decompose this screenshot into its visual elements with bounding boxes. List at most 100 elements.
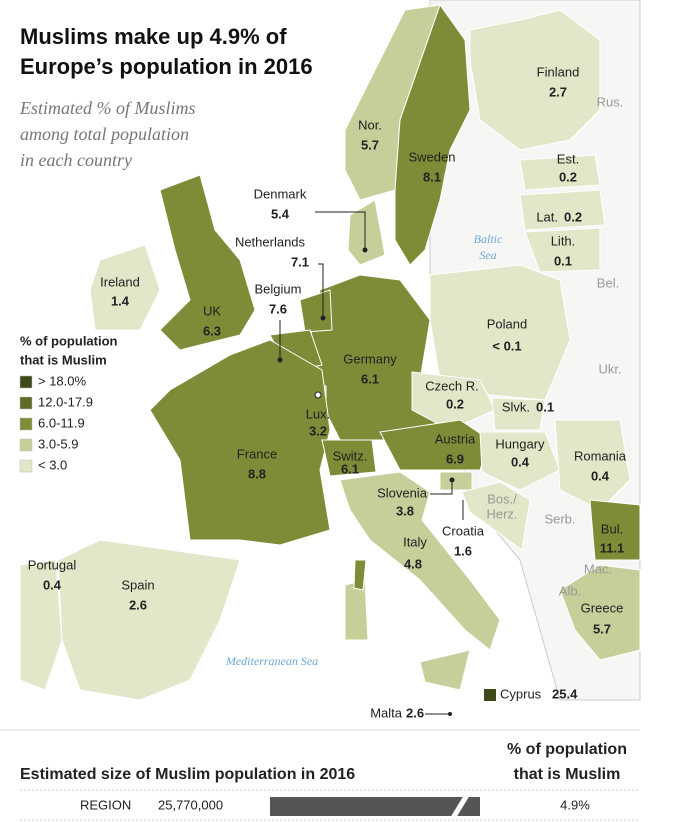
legend-title: that is Muslim: [20, 352, 107, 367]
country-name: Portugal: [28, 557, 77, 572]
title-line: Europe’s population in 2016: [20, 54, 313, 79]
country-shape: [57, 539, 241, 701]
cyprus-swatch: [484, 689, 496, 701]
country-shape: [589, 499, 641, 561]
country-shape: [411, 371, 496, 431]
country-name: Lith.: [551, 233, 576, 248]
country-name: UK: [203, 303, 221, 318]
country-shapes: [19, 0, 641, 701]
country-shape: [419, 649, 471, 691]
country-name: Finland: [537, 64, 580, 79]
leader-line: [430, 480, 453, 495]
country-value: 5.4: [271, 206, 290, 221]
other-country: Alb.: [559, 583, 581, 598]
country-value: 0.4: [43, 577, 62, 592]
country-shape: [339, 471, 501, 651]
country-shape: [479, 431, 561, 491]
other-country: Herz.: [486, 506, 517, 521]
country-value: 8.1: [423, 169, 441, 184]
leader-dot: [362, 247, 368, 253]
legend-swatch: [19, 438, 33, 452]
leader-line: [318, 263, 324, 318]
country-value: 6.3: [203, 323, 221, 338]
country-shape: [559, 564, 641, 661]
other-country: Rus.: [597, 94, 624, 109]
country-name: Slvk.: [502, 399, 530, 414]
country-name: Germany: [343, 351, 397, 366]
country-value: 4.8: [404, 556, 422, 571]
country-value: 11.1: [600, 540, 625, 555]
row-label: REGION: [80, 797, 131, 812]
country-value: 0.1: [536, 399, 554, 414]
legend-label: 3.0-5.9: [38, 436, 78, 451]
column-header: % of population: [507, 741, 627, 758]
legend-swatch: [19, 375, 33, 389]
country-name: Bul.: [601, 521, 623, 536]
leader-dot: [277, 357, 283, 363]
country-name: Cyprus: [500, 686, 542, 701]
other-country: Serb.: [544, 511, 575, 526]
country-name: Malta: [370, 705, 403, 720]
country-name: Sweden: [409, 149, 456, 164]
country-shape: [524, 227, 601, 273]
country-name: Ireland: [100, 274, 140, 289]
legend-label: 6.0-11.9: [38, 415, 85, 430]
country-shape: [491, 397, 546, 431]
country-shape: [159, 174, 256, 351]
country-value: 5.7: [361, 137, 379, 152]
country-value: 1.6: [454, 543, 472, 558]
country-shape: [394, 3, 471, 266]
country-value: 2.6: [129, 597, 147, 612]
country-name: Austria: [435, 431, 476, 446]
country-name: France: [237, 446, 277, 461]
legend-label: < 3.0: [38, 457, 67, 472]
country-shape: [347, 199, 386, 266]
country-shape: [299, 289, 333, 333]
summary-title: Estimated size of Muslim population in 2…: [20, 766, 355, 783]
country-value: 6.1: [361, 371, 379, 386]
legend-swatch: [19, 459, 33, 473]
sea-label: Baltic: [474, 232, 503, 246]
country-name: Spain: [121, 577, 154, 592]
country-value: 0.2: [564, 209, 582, 224]
country-value: 6.9: [446, 451, 464, 466]
country-value: 2.7: [549, 84, 567, 99]
legend-title: % of population: [20, 333, 118, 348]
country-value: < 0.1: [492, 338, 521, 353]
sea-label: Mediterranean Sea: [225, 654, 318, 668]
country-shape: [89, 244, 161, 331]
legend-label: > 18.0%: [38, 373, 87, 388]
leader-dot: [320, 315, 326, 321]
country-value: 0.1: [554, 253, 572, 268]
country-name: Est.: [557, 151, 579, 166]
country-value: 5.7: [593, 621, 611, 636]
country-name: Italy: [403, 534, 427, 549]
column-header: that is Muslim: [514, 766, 621, 783]
country-name: Greece: [581, 600, 624, 615]
country-shape: [19, 559, 63, 691]
country-value: 0.4: [511, 454, 530, 469]
country-shape: [554, 419, 631, 511]
country-name: Netherlands: [235, 234, 306, 249]
country-name: Croatia: [442, 523, 485, 538]
leader-line: [315, 211, 366, 250]
population-bar: [270, 797, 480, 816]
country-name: Belgium: [255, 281, 302, 296]
country-value: 1.4: [111, 293, 130, 308]
other-country: Bel.: [597, 275, 619, 290]
country-shape: [321, 439, 377, 477]
country-value: 7.1: [291, 254, 309, 269]
leader-dot: [449, 477, 455, 483]
legend-label: 12.0-17.9: [38, 394, 93, 409]
country-name: Poland: [487, 316, 527, 331]
other-country: Bos./: [487, 491, 517, 506]
sea-label: Sea: [479, 248, 496, 262]
country-name: Hungary: [495, 436, 545, 451]
bar-break: [450, 795, 470, 818]
country-name: Slovenia: [377, 485, 428, 500]
country-value: 0.2: [559, 169, 577, 184]
title-line: Muslims make up 4.9% of: [20, 24, 287, 49]
subtitle-line: Estimated % of Muslims: [19, 98, 196, 118]
country-name: Lux.: [306, 406, 331, 421]
